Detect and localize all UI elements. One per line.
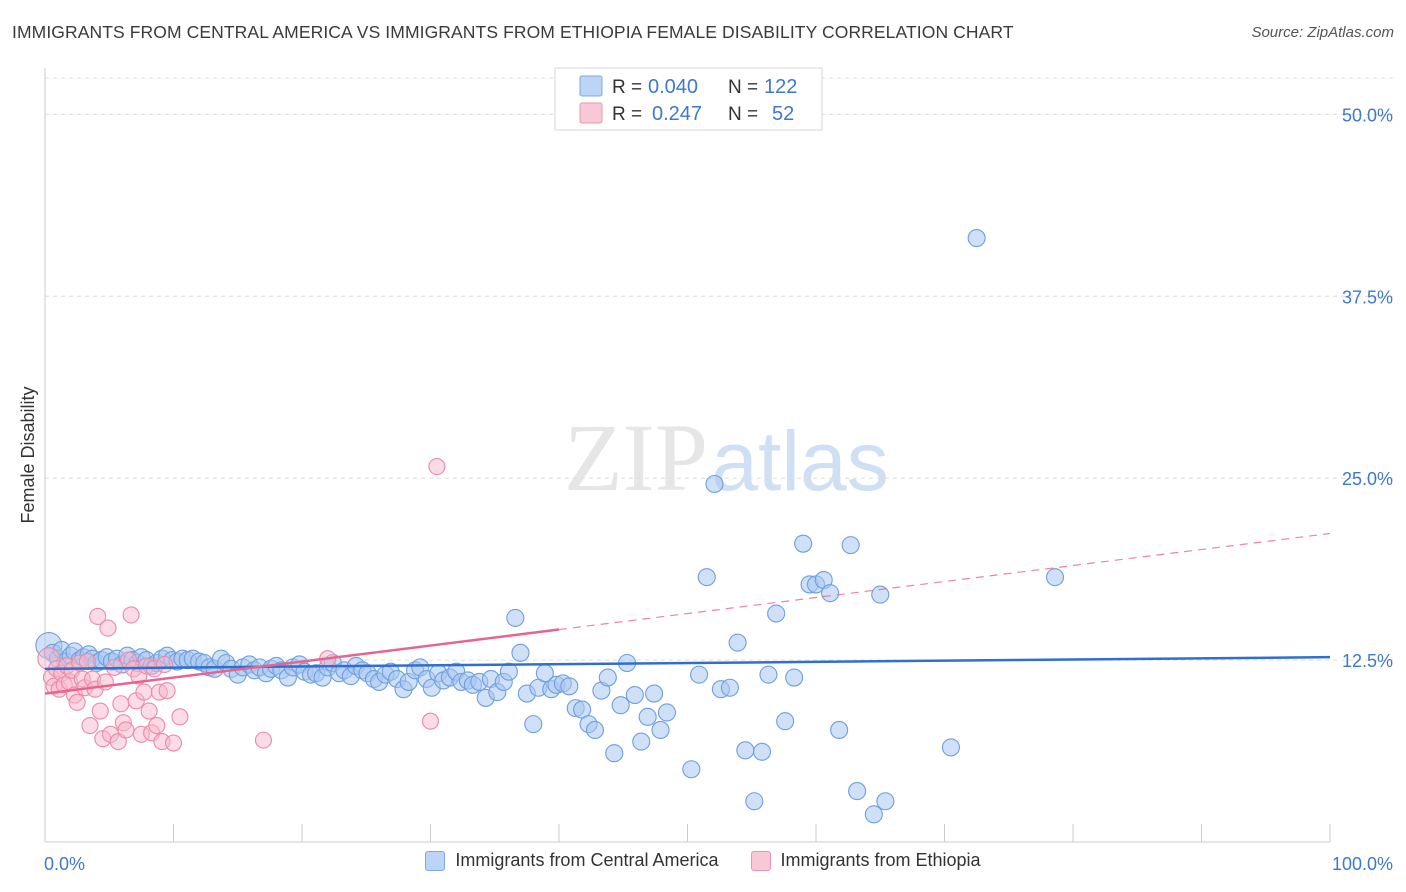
stats-n-label-1: N =: [728, 77, 758, 98]
point-central-america: [499, 662, 518, 681]
point-ethiopia: [155, 655, 174, 674]
stats-blue-swatch: [579, 75, 603, 97]
watermark-zip: ZIP: [564, 404, 708, 511]
point-central-america: [745, 792, 764, 811]
point-ethiopia: [140, 702, 158, 720]
point-ethiopia: [68, 693, 86, 711]
x-tick-labels: 0.0% 100.0%: [44, 854, 1393, 874]
trend-line-ethiopia: [44, 628, 560, 695]
axes: [44, 68, 1331, 843]
point-ethiopia: [135, 683, 153, 701]
legend-label-central-america: Immigrants from Central America: [455, 850, 719, 870]
point-central-america: [776, 712, 795, 731]
point-central-america: [625, 685, 644, 705]
watermark-atlas: atlas: [711, 414, 888, 508]
point-ethiopia: [254, 731, 273, 749]
stats-legend: R = 0.040 N = 122 R = 0.247 N = 52: [554, 67, 823, 131]
series-central-america-points: [35, 229, 1065, 824]
x-tick-label: 0.0%: [44, 854, 85, 874]
stats-n-value-1: 122: [764, 76, 797, 98]
point-ethiopia: [117, 721, 135, 739]
point-central-america: [651, 720, 670, 739]
point-ethiopia: [421, 712, 440, 730]
point-ethiopia: [428, 457, 446, 476]
point-central-america: [682, 760, 701, 779]
point-central-america: [1045, 568, 1065, 587]
stats-r-value-2: 0.247: [652, 103, 702, 125]
point-central-america: [638, 707, 657, 726]
point-central-america: [605, 744, 624, 763]
point-ethiopia: [91, 702, 109, 720]
point-central-america: [752, 742, 772, 761]
point-central-america: [511, 643, 530, 662]
point-central-america: [598, 668, 617, 687]
point-central-america: [506, 608, 525, 627]
point-central-america: [794, 534, 813, 553]
point-ethiopia: [122, 606, 140, 624]
point-central-america: [657, 703, 676, 722]
point-ethiopia: [158, 682, 176, 700]
y-tick-label: 12.5%: [1342, 651, 1393, 671]
point-central-america: [560, 677, 579, 696]
point-ethiopia: [89, 607, 107, 625]
stats-n-value-2: 52: [772, 103, 794, 125]
stats-pink-swatch: [579, 102, 603, 124]
point-ethiopia: [164, 734, 183, 752]
point-central-america: [830, 720, 849, 739]
series-ethiopia-points: [37, 457, 446, 752]
point-central-america: [736, 741, 755, 760]
point-central-america: [728, 633, 747, 652]
point-central-america: [632, 732, 651, 751]
source-credit: Source: ZipAtlas.com: [1251, 24, 1394, 41]
point-central-america: [645, 684, 664, 703]
point-central-america: [821, 584, 840, 603]
legend-item-central-america: Immigrants from Central America: [425, 850, 719, 871]
point-ethiopia: [112, 695, 130, 713]
trend-lines: [44, 532, 1331, 695]
point-ethiopia: [99, 619, 117, 637]
point-central-america: [690, 665, 709, 684]
point-central-america: [767, 604, 786, 623]
point-ethiopia: [81, 717, 99, 735]
y-tick-labels: 12.5% 25.0% 37.5% 50.0%: [1342, 105, 1393, 671]
point-central-america: [759, 665, 778, 684]
stats-r-label-2: R =: [612, 104, 642, 125]
point-central-america: [848, 782, 867, 801]
chart-title: IMMIGRANTS FROM CENTRAL AMERICA VS IMMIG…: [12, 22, 1014, 42]
legend-label-ethiopia: Immigrants from Ethiopia: [780, 850, 981, 870]
point-central-america: [524, 715, 543, 734]
stats-r-value-1: 0.040: [648, 76, 698, 98]
point-ethiopia: [171, 708, 189, 726]
legend-item-ethiopia: Immigrants from Ethiopia: [750, 850, 981, 871]
stats-r-label-1: R =: [612, 77, 642, 98]
x-tick-label: 100.0%: [1332, 854, 1393, 874]
legend-swatch-pink: [750, 850, 771, 871]
series-legend: Immigrants from Central America Immigran…: [0, 850, 1406, 871]
y-tick-label: 50.0%: [1342, 105, 1393, 125]
point-central-america: [967, 229, 986, 248]
y-tick-label: 37.5%: [1342, 287, 1393, 307]
stats-n-label-2: N =: [728, 104, 758, 125]
point-central-america: [841, 536, 860, 555]
point-central-america: [876, 792, 895, 811]
point-central-america: [864, 805, 883, 824]
legend-swatch-blue: [425, 850, 446, 871]
point-central-america: [697, 568, 716, 587]
point-ethiopia: [148, 717, 166, 735]
point-central-america: [720, 678, 739, 697]
point-central-america: [585, 720, 605, 739]
y-axis-label: Female Disability: [18, 386, 38, 523]
point-central-america: [705, 474, 724, 494]
point-central-america: [871, 585, 890, 604]
y-tick-label: 25.0%: [1342, 469, 1393, 489]
point-central-america: [611, 696, 630, 715]
point-central-america: [941, 738, 960, 757]
gridlines: [45, 77, 1393, 661]
trend-line-ethiopia-extension: [558, 532, 1331, 631]
point-central-america: [785, 668, 804, 687]
